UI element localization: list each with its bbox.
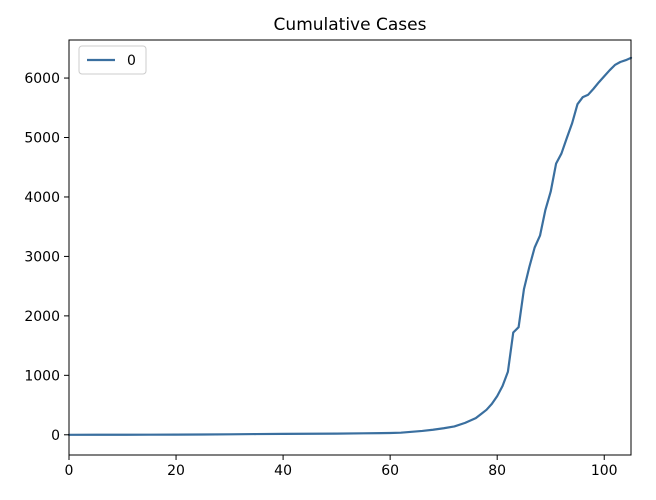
y-tick-label: 2000 [24, 309, 60, 325]
x-tick-label: 40 [274, 463, 292, 479]
plot-area [69, 40, 631, 455]
y-tick-label: 0 [51, 428, 60, 444]
x-tick-label: 100 [591, 463, 618, 479]
y-tick-label: 3000 [24, 249, 60, 265]
y-tick-label: 6000 [24, 71, 60, 87]
chart-title: Cumulative Cases [274, 15, 427, 35]
x-tick-label: 80 [488, 463, 506, 479]
series-line-0 [67, 56, 633, 436]
plot-background [69, 40, 631, 455]
x-tick-label: 20 [167, 463, 185, 479]
legend-label: 0 [127, 53, 136, 69]
legend: 0 [78, 45, 147, 75]
y-tick-label: 5000 [24, 131, 60, 147]
x-tick-label: 0 [65, 463, 74, 479]
axes-frame [68, 39, 632, 456]
y-tick-label: 4000 [24, 190, 60, 206]
axes-layer [68, 39, 632, 456]
x-tick-label: 60 [381, 463, 399, 479]
y-tick-label: 1000 [24, 368, 60, 384]
series-layer [67, 56, 633, 436]
